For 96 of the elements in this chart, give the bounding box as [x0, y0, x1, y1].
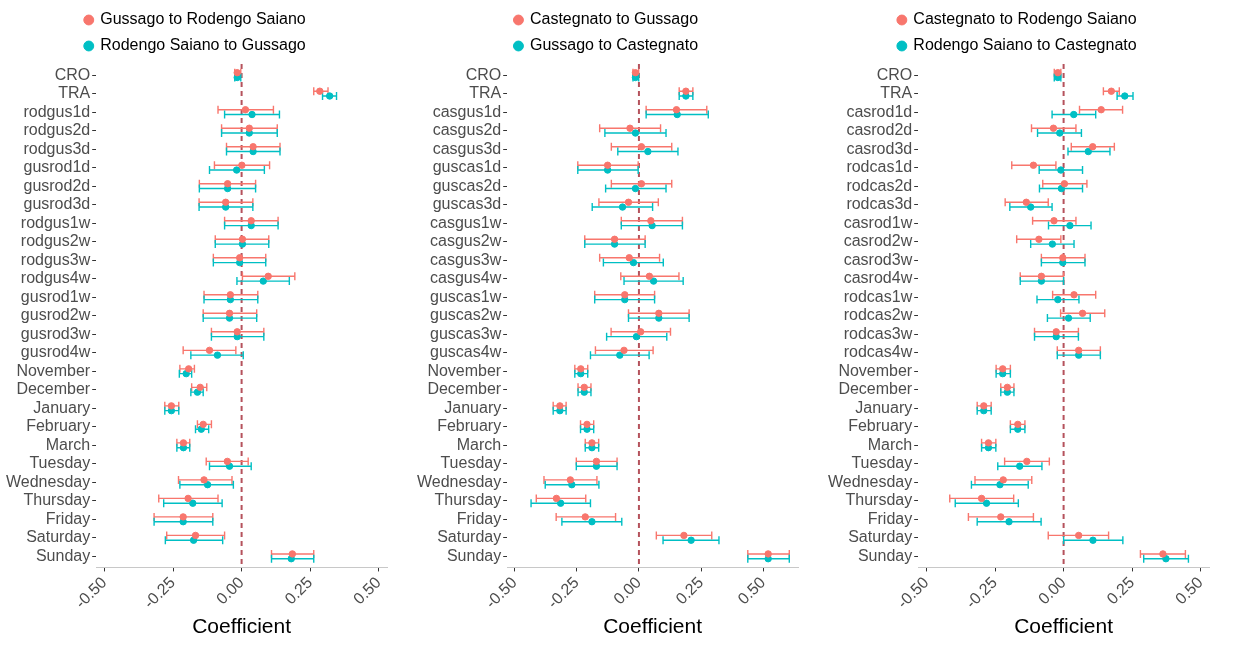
y-tick-label: February	[26, 417, 91, 435]
y-tick-label: Sunday	[35, 546, 91, 564]
x-tick-label: 0.50	[349, 573, 385, 608]
y-tick-label: Tuesday	[851, 454, 913, 472]
y-tick-label: gusrod2d	[23, 176, 91, 194]
y-tick-label: Sunday	[857, 546, 913, 564]
y-tick-label: rodgus1d	[23, 102, 91, 120]
y-tick-label: Saturday	[848, 528, 913, 546]
x-tick-label: 0.50	[1171, 573, 1207, 608]
y-tick-label: rodgus3d	[23, 139, 91, 157]
y-tick-label: rodgus3w	[20, 250, 91, 268]
y-tick-label: November	[16, 361, 91, 379]
legend-label: Rodengo Saiano to Gussago	[100, 36, 306, 54]
y-tick-label: February	[437, 417, 502, 435]
y-tick-label: March	[456, 435, 502, 453]
legend-label: Rodengo Saiano to Castegnato	[913, 36, 1137, 54]
y-tick-label: rodcas2d	[846, 176, 913, 194]
y-tick-label: TRA	[58, 84, 91, 102]
y-tick-label: casrod3w	[843, 250, 913, 268]
y-tick-label: TRA	[469, 84, 502, 102]
y-tick-label: guscas1d	[432, 158, 502, 176]
x-tick-label: 0.00	[610, 573, 645, 608]
y-tick-label: January	[855, 398, 913, 416]
y-tick-label: casrod1w	[843, 213, 913, 231]
y-tick-label: gusrod1d	[23, 158, 91, 176]
y-tick-label: February	[848, 417, 913, 435]
y-tick-label: rodcas4w	[843, 343, 913, 361]
y-tick-label: guscas2w	[430, 306, 502, 324]
y-tick-label: Wednesday	[417, 472, 502, 490]
y-tick-label: guscas4w	[430, 343, 502, 361]
y-tick-label: CRO	[876, 65, 913, 83]
y-tick-label: January	[444, 398, 502, 416]
y-tick-label: guscas2d	[432, 176, 502, 194]
x-tick-label: 0.50	[734, 573, 769, 608]
y-tick-label: casgus4w	[430, 269, 502, 287]
x-axis-title: Coefficient	[192, 614, 292, 638]
y-tick-label: TRA	[880, 84, 913, 102]
y-tick-label: rodcas3w	[843, 324, 913, 342]
x-axis-title: Coefficient	[1014, 614, 1114, 638]
y-tick-label: Wednesday	[828, 472, 913, 490]
y-tick-label: Friday	[867, 509, 913, 527]
y-tick-label: December	[427, 380, 502, 398]
legend-label: Gussago to Castegnato	[529, 36, 699, 54]
y-tick-label: rodgus4w	[20, 269, 91, 287]
y-tick-label: Thursday	[845, 491, 913, 509]
y-tick-label: March	[45, 435, 91, 453]
y-tick-label: gusrod3d	[23, 195, 91, 213]
y-tick-label: December	[16, 380, 91, 398]
y-tick-label: casgus1w	[430, 213, 502, 231]
y-tick-label: rodcas3d	[846, 195, 913, 213]
y-tick-label: Tuesday	[440, 454, 502, 472]
y-tick-label: March	[867, 435, 913, 453]
y-tick-label: CRO	[465, 65, 502, 83]
y-tick-label: Saturday	[26, 528, 91, 546]
y-tick-label: casrod2w	[843, 232, 913, 250]
legend-label: Gussago to Rodengo Saiano	[100, 10, 306, 28]
y-tick-label: Friday	[456, 509, 502, 527]
x-tick-label: 0.00	[212, 573, 247, 608]
y-tick-label: casrod4w	[843, 269, 913, 287]
y-tick-label: November	[427, 361, 502, 379]
y-tick-label: Wednesday	[6, 472, 91, 490]
x-axis-title: Coefficient	[603, 614, 703, 638]
y-tick-label: casgus2d	[432, 121, 502, 139]
y-tick-label: Thursday	[434, 491, 502, 509]
y-tick-label: casrod3d	[846, 139, 913, 157]
y-tick-label: gusrod1w	[20, 287, 91, 305]
y-tick-label: gusrod3w	[20, 324, 91, 342]
y-tick-label: rodgus1w	[20, 213, 91, 231]
y-tick-label: guscas1w	[430, 287, 502, 305]
y-tick-label: rodcas2w	[843, 306, 913, 324]
y-tick-label: January	[33, 398, 91, 416]
y-tick-label: Sunday	[446, 546, 502, 564]
y-tick-label: casgus3w	[430, 250, 502, 268]
y-tick-label: CRO	[54, 65, 91, 83]
y-tick-label: November	[838, 361, 913, 379]
y-tick-label: casrod2d	[846, 121, 913, 139]
legend-label: Castegnato to Rodengo Saiano	[913, 10, 1137, 28]
y-tick-label: guscas3w	[430, 324, 502, 342]
y-tick-label: December	[838, 380, 913, 398]
x-tick-label: 0.00	[1034, 573, 1069, 608]
y-tick-label: rodgus2w	[20, 232, 91, 250]
y-tick-label: casgus1d	[432, 102, 502, 120]
y-tick-label: Saturday	[437, 528, 502, 546]
legend-label: Castegnato to Gussago	[529, 10, 699, 28]
y-tick-label: gusrod4w	[20, 343, 91, 361]
y-tick-label: Friday	[45, 509, 91, 527]
y-tick-label: rodgus2d	[23, 121, 91, 139]
y-tick-label: casgus2w	[430, 232, 502, 250]
y-tick-label: rodcas1d	[846, 158, 913, 176]
y-tick-label: gusrod2w	[20, 306, 91, 324]
y-tick-label: casgus3d	[432, 139, 502, 157]
y-tick-label: Thursday	[23, 491, 91, 509]
y-tick-label: casrod1d	[846, 102, 913, 120]
y-tick-label: Tuesday	[29, 454, 91, 472]
y-tick-label: guscas3d	[432, 195, 502, 213]
y-tick-label: rodcas1w	[843, 287, 913, 305]
